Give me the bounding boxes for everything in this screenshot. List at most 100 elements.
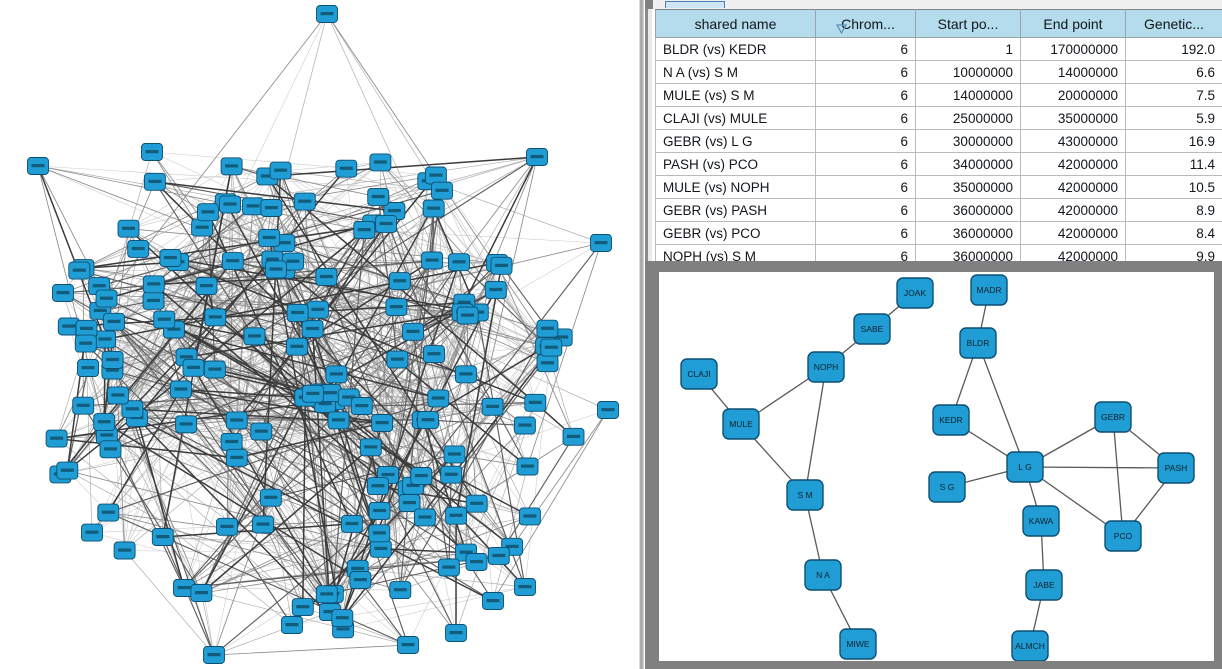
table-row[interactable]: BLDR (vs) KEDR 6 1 170000000 192.0 bbox=[655, 37, 1222, 61]
cell-shared_name[interactable]: N A (vs) S M bbox=[655, 60, 816, 84]
node-sabe[interactable]: SABE bbox=[853, 313, 891, 345]
node-shape[interactable] bbox=[896, 277, 934, 309]
node-shape[interactable] bbox=[928, 471, 966, 503]
node-s-m[interactable]: S M bbox=[786, 479, 824, 511]
cell-start_point[interactable]: 10000000 bbox=[915, 60, 1021, 84]
node-s-g[interactable]: S G bbox=[928, 471, 966, 503]
node-shape[interactable] bbox=[1104, 520, 1142, 552]
node-miwe[interactable]: MIWE bbox=[839, 628, 877, 660]
cell-end_point[interactable]: 35000000 bbox=[1020, 106, 1126, 130]
cell-genetic[interactable]: 9.9 bbox=[1125, 244, 1222, 261]
table-row[interactable]: NOPH (vs) S M 6 36000000 42000000 9.9 bbox=[655, 244, 1222, 261]
cell-end_point[interactable]: 42000000 bbox=[1020, 221, 1126, 245]
cell-start_point[interactable]: 34000000 bbox=[915, 152, 1021, 176]
cell-shared_name[interactable]: GEBR (vs) L G bbox=[655, 129, 816, 153]
node-pco[interactable]: PCO bbox=[1104, 520, 1142, 552]
node-shape[interactable] bbox=[839, 628, 877, 660]
cell-start_point[interactable]: 36000000 bbox=[915, 244, 1021, 261]
table-header-row[interactable]: shared name Chrom... Start po... bbox=[655, 9, 1222, 38]
cell-genetic[interactable]: 16.9 bbox=[1125, 129, 1222, 153]
table-scroll-area[interactable]: shared name Chrom... Start po... bbox=[655, 9, 1222, 261]
cell-shared_name[interactable]: NOPH (vs) S M bbox=[655, 244, 816, 261]
node-jabe[interactable]: JABE bbox=[1025, 569, 1063, 601]
node-shape[interactable] bbox=[804, 559, 842, 591]
cell-shared_name[interactable]: PASH (vs) PCO bbox=[655, 152, 816, 176]
node-joak[interactable]: JOAK bbox=[896, 277, 934, 309]
cell-end_point[interactable]: 14000000 bbox=[1020, 60, 1126, 84]
node-shape[interactable] bbox=[932, 404, 970, 436]
cell-shared_name[interactable]: GEBR (vs) PCO bbox=[655, 221, 816, 245]
cell-end_point[interactable]: 43000000 bbox=[1020, 129, 1126, 153]
node-l-g[interactable]: L G bbox=[1006, 451, 1044, 483]
table-row[interactable]: PASH (vs) PCO 6 34000000 42000000 11.4 bbox=[655, 152, 1222, 176]
node-mule[interactable]: MULE bbox=[722, 408, 760, 440]
column-header-shared-name[interactable]: shared name bbox=[655, 9, 816, 38]
cell-end_point[interactable]: 42000000 bbox=[1020, 198, 1126, 222]
cell-chromosome[interactable]: 6 bbox=[815, 221, 916, 245]
table-row[interactable]: CLAJI (vs) MULE 6 25000000 35000000 5.9 bbox=[655, 106, 1222, 130]
cell-chromosome[interactable]: 6 bbox=[815, 244, 916, 261]
cell-chromosome[interactable]: 6 bbox=[815, 106, 916, 130]
column-header-end-point[interactable]: End point bbox=[1020, 9, 1126, 38]
cell-chromosome[interactable]: 6 bbox=[815, 60, 916, 84]
cell-chromosome[interactable]: 6 bbox=[815, 152, 916, 176]
cell-end_point[interactable]: 42000000 bbox=[1020, 152, 1126, 176]
node-pash[interactable]: PASH bbox=[1157, 452, 1195, 484]
node-madr[interactable]: MADR bbox=[970, 274, 1008, 306]
cell-start_point[interactable]: 1 bbox=[915, 37, 1021, 61]
node-shape[interactable] bbox=[1094, 401, 1132, 433]
node-shape[interactable] bbox=[722, 408, 760, 440]
cell-end_point[interactable]: 42000000 bbox=[1020, 175, 1126, 199]
cell-genetic[interactable]: 6.6 bbox=[1125, 60, 1222, 84]
cell-genetic[interactable]: 11.4 bbox=[1125, 152, 1222, 176]
node-claji[interactable]: CLAJI bbox=[680, 358, 718, 390]
node-gebr[interactable]: GEBR bbox=[1094, 401, 1132, 433]
table-row[interactable]: MULE (vs) NOPH 6 35000000 42000000 10.5 bbox=[655, 175, 1222, 199]
node-bldr[interactable]: BLDR bbox=[959, 327, 997, 359]
cell-end_point[interactable]: 20000000 bbox=[1020, 83, 1126, 107]
node-kedr[interactable]: KEDR bbox=[932, 404, 970, 436]
node-shape[interactable] bbox=[1022, 505, 1060, 537]
table-tab-strip[interactable] bbox=[653, 0, 1222, 9]
node-shape[interactable] bbox=[853, 313, 891, 345]
cell-shared_name[interactable]: MULE (vs) S M bbox=[655, 83, 816, 107]
node-shape[interactable] bbox=[1157, 452, 1195, 484]
cell-start_point[interactable]: 30000000 bbox=[915, 129, 1021, 153]
table-row[interactable]: GEBR (vs) PASH 6 36000000 42000000 8.9 bbox=[655, 198, 1222, 222]
cell-genetic[interactable]: 5.9 bbox=[1125, 106, 1222, 130]
edge[interactable] bbox=[1024, 466, 1177, 469]
table-row[interactable]: N A (vs) S M 6 10000000 14000000 6.6 bbox=[655, 60, 1222, 84]
node-shape[interactable] bbox=[807, 351, 845, 383]
cell-end_point[interactable]: 42000000 bbox=[1020, 244, 1126, 261]
cell-start_point[interactable]: 36000000 bbox=[915, 198, 1021, 222]
table-body[interactable]: BLDR (vs) KEDR 6 1 170000000 192.0 N A (vs) S… bbox=[655, 37, 1222, 261]
active-tab[interactable] bbox=[665, 1, 725, 8]
edge[interactable] bbox=[1112, 416, 1124, 537]
cell-chromosome[interactable]: 6 bbox=[815, 175, 916, 199]
main-network-view[interactable] bbox=[0, 0, 644, 669]
column-header-genetic[interactable]: Genetic... bbox=[1125, 9, 1222, 38]
cell-start_point[interactable]: 35000000 bbox=[915, 175, 1021, 199]
node-shape[interactable] bbox=[959, 327, 997, 359]
cell-chromosome[interactable]: 6 bbox=[815, 198, 916, 222]
cell-shared_name[interactable]: MULE (vs) NOPH bbox=[655, 175, 816, 199]
edge[interactable] bbox=[804, 366, 827, 496]
genetic-distance-table[interactable]: shared name Chrom... Start po... bbox=[655, 9, 1222, 261]
cell-genetic[interactable]: 8.4 bbox=[1125, 221, 1222, 245]
node-shape[interactable] bbox=[1025, 569, 1063, 601]
node-shape[interactable] bbox=[970, 274, 1008, 306]
node-noph[interactable]: NOPH bbox=[807, 351, 845, 383]
node-shape[interactable] bbox=[1006, 451, 1044, 483]
cell-shared_name[interactable]: GEBR (vs) PASH bbox=[655, 198, 816, 222]
column-header-chromosome[interactable]: Chrom... bbox=[815, 9, 916, 38]
cell-end_point[interactable]: 170000000 bbox=[1020, 37, 1126, 61]
cell-start_point[interactable]: 36000000 bbox=[915, 221, 1021, 245]
cell-shared_name[interactable]: CLAJI (vs) MULE bbox=[655, 106, 816, 130]
table-row[interactable]: GEBR (vs) PCO 6 36000000 42000000 8.4 bbox=[655, 221, 1222, 245]
cell-genetic[interactable]: 8.9 bbox=[1125, 198, 1222, 222]
cell-chromosome[interactable]: 6 bbox=[815, 83, 916, 107]
node-shape[interactable] bbox=[786, 479, 824, 511]
table-row[interactable]: MULE (vs) S M 6 14000000 20000000 7.5 bbox=[655, 83, 1222, 107]
cell-chromosome[interactable]: 6 bbox=[815, 129, 916, 153]
